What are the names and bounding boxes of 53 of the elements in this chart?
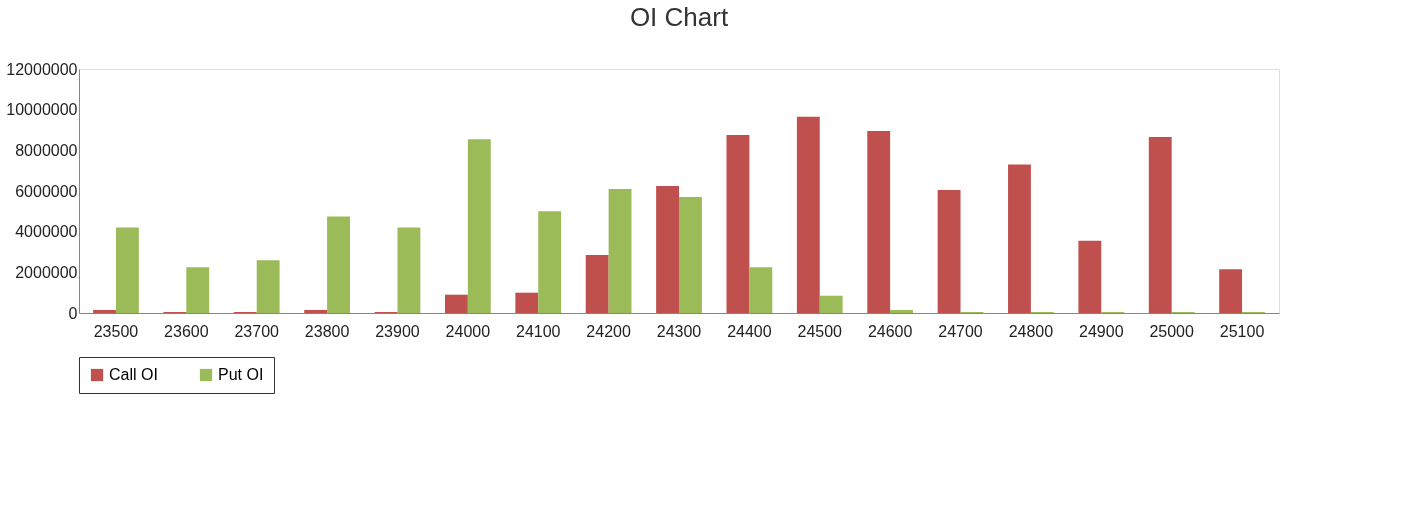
x-tick-label: 24500: [797, 322, 843, 340]
bar: [304, 309, 328, 313]
y-tick-label: 8000000: [15, 141, 78, 159]
x-tick-label: 25000: [1149, 322, 1195, 340]
bar: [1078, 240, 1102, 313]
bar: [726, 135, 750, 313]
bar: [93, 309, 116, 313]
y-tick-label: 0: [68, 304, 78, 322]
x-tick-label: 24000: [445, 322, 491, 340]
y-tick-label: 4000000: [15, 223, 78, 241]
bar: [515, 292, 539, 313]
legend-label: Put OI: [218, 366, 264, 383]
bar: [867, 131, 891, 313]
bar: [467, 139, 491, 313]
bar: [937, 189, 961, 313]
bar: [679, 197, 702, 313]
bar: [444, 294, 468, 313]
bar: [796, 116, 820, 313]
bar: [327, 216, 350, 313]
x-tick-label: 24800: [1008, 322, 1054, 340]
bar: [656, 185, 679, 313]
bar: [890, 309, 914, 313]
y-tick-label: 12000000: [6, 60, 78, 78]
x-tick-label: 23600: [164, 322, 209, 340]
bar: [1008, 164, 1031, 313]
x-tick-label: 24400: [727, 322, 772, 340]
bar: [256, 260, 280, 313]
y-tick-label: 2000000: [15, 263, 78, 281]
y-tick-label: 6000000: [15, 182, 78, 200]
x-tick-label: 23900: [375, 322, 420, 340]
x-tick-label: 25100: [1219, 322, 1265, 340]
y-tick-label: 10000000: [6, 101, 78, 119]
bar: [749, 267, 773, 313]
bar: [186, 267, 210, 313]
bar: [1219, 269, 1243, 313]
x-tick-label: 24200: [586, 322, 631, 340]
bar: [538, 211, 562, 313]
x-tick-label: 24700: [938, 322, 983, 340]
x-tick-label: 24100: [515, 322, 561, 340]
x-tick-label: 23700: [234, 322, 280, 340]
x-tick-label: 23800: [304, 322, 350, 340]
bar: [608, 188, 632, 313]
x-tick-label: 24300: [656, 322, 702, 340]
x-tick-label: 23500: [93, 322, 139, 340]
x-tick-label: 24900: [1079, 322, 1124, 340]
bar: [115, 227, 139, 313]
legend-label: Call OI: [109, 366, 158, 383]
bar: [397, 227, 421, 313]
chart-title: OI Chart: [629, 2, 729, 32]
bar: [585, 255, 609, 313]
x-tick-label: 24600: [867, 322, 913, 340]
bar: [819, 295, 843, 313]
bar: [1148, 137, 1172, 313]
